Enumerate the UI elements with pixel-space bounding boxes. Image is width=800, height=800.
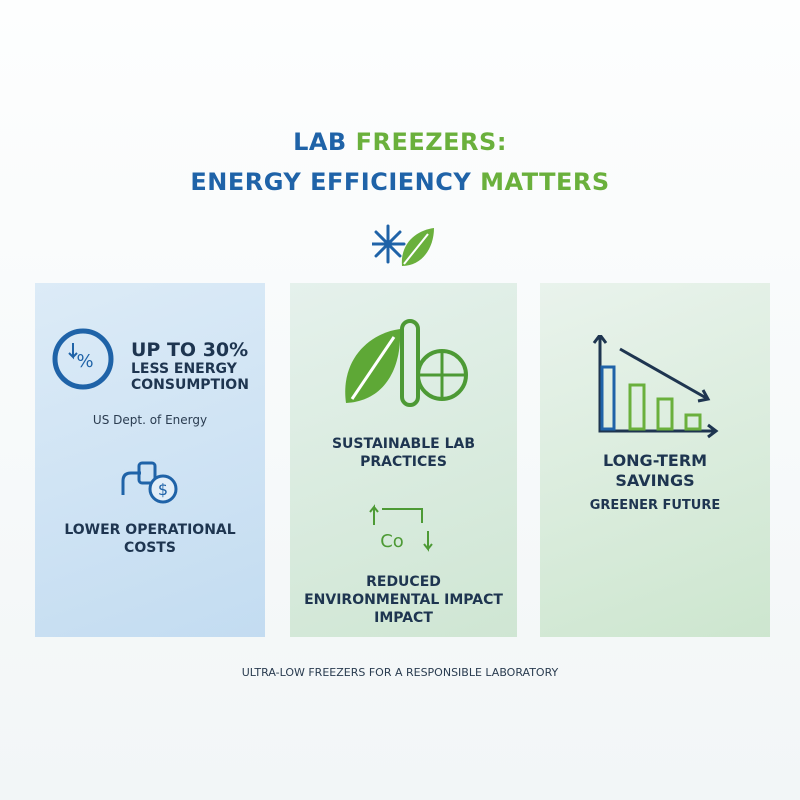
icon-text: % — [76, 351, 93, 372]
panel: LONG-TERM SAVINGS GREENER FUTURE — [540, 283, 770, 637]
icon-text: $ — [158, 480, 168, 499]
panel: SUSTAINABLE LAB PRACTICES Co REDUCED ENVIR… — [290, 283, 517, 637]
cost-icon: $ — [121, 461, 178, 504]
co2-icon: Co — [369, 504, 433, 552]
headline-line: UP TO 30% — [131, 339, 249, 361]
title-line2: ENERGY EFFICIENCY MATTERS — [0, 168, 800, 196]
title-line1: LAB FREEZERS: — [0, 128, 800, 156]
panel: % UP TO 30% LESS ENERGY CONSUMPTION US D… — [35, 283, 265, 637]
title-part: LAB — [293, 128, 347, 156]
caption-line: REDUCED — [366, 574, 441, 590]
logo-icon — [372, 224, 434, 266]
headline: UP TO 30% LESS ENERGY CONSUMPTION — [131, 339, 261, 393]
sustain-icon — [345, 319, 468, 407]
title-part: ENERGY EFFICIENCY — [190, 168, 472, 196]
caption: REDUCED ENVIRONMENTAL IMPACT IMPACT — [290, 573, 517, 627]
headline-line: PRACTICES — [360, 454, 447, 470]
icon-text: Co — [380, 531, 404, 552]
percent-icon: % — [52, 328, 114, 390]
caption-line: LOWER OPERATIONAL — [64, 522, 236, 538]
caption-line: GREENER FUTURE — [589, 498, 721, 513]
title-part: FREEZERS: — [355, 128, 507, 156]
savings-icon — [592, 335, 719, 439]
caption-line: IMPACT — [374, 610, 433, 626]
caption-line: ENVIRONMENTAL IMPACT — [304, 592, 503, 608]
headline: SUSTAINABLE LAB PRACTICES — [290, 435, 517, 471]
caption: GREENER FUTURE — [540, 497, 770, 515]
headline-line: LESS ENERGY — [131, 361, 237, 377]
footer: ULTRA-LOW FREEZERS FOR A RESPONSIBLE LAB… — [241, 666, 559, 679]
source: US Dept. of Energy — [92, 413, 208, 427]
headline-line: SUSTAINABLE LAB — [331, 436, 476, 452]
caption: LOWER OPERATIONAL COSTS — [35, 521, 265, 557]
title-part: MATTERS — [480, 168, 610, 196]
headline-line: LONG-TERM — [602, 451, 708, 470]
headline-line: CONSUMPTION — [131, 377, 249, 393]
headline: LONG-TERM SAVINGS — [540, 451, 770, 491]
headline-line: SAVINGS — [615, 471, 695, 490]
caption-line: COSTS — [124, 540, 176, 556]
